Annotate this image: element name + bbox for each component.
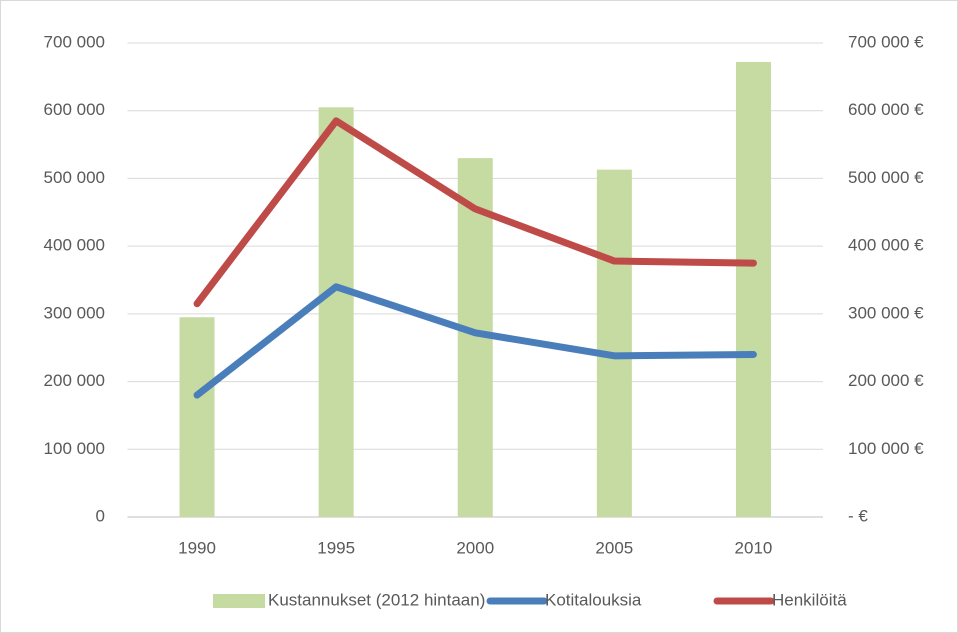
y-tick-label: 400 000: [44, 236, 105, 255]
y2-tick-label: 700 000 €: [848, 32, 924, 51]
y-tick-label: 300 000: [44, 303, 105, 322]
y-tick-label: 600 000: [44, 100, 105, 119]
legend-label: Kustannukset (2012 hintaan): [268, 590, 485, 609]
legend-label: Henkilöitä: [772, 590, 847, 609]
x-tick-label: 1995: [317, 538, 355, 557]
legend-swatch: [213, 594, 265, 608]
bar: [318, 107, 354, 517]
y-tick-label: 500 000: [44, 168, 105, 187]
x-tick-label: 2000: [456, 538, 494, 557]
line: [193, 117, 757, 308]
x-tick-label: 2010: [735, 538, 773, 557]
x-tick-label: 1990: [178, 538, 216, 557]
x-tick-label: 2005: [595, 538, 633, 557]
y2-tick-label: - €: [848, 506, 868, 525]
y-tick-label: 700 000: [44, 32, 105, 51]
y-tick-label: 0: [96, 506, 105, 525]
legend-label: Kotitalouksia: [545, 590, 642, 609]
y2-tick-label: 200 000 €: [848, 371, 924, 390]
y2-tick-label: 400 000 €: [848, 236, 924, 255]
y2-tick-label: 600 000 €: [848, 100, 924, 119]
bar: [596, 169, 632, 517]
bar: [179, 317, 215, 517]
line: [193, 283, 757, 399]
y2-tick-label: 300 000 €: [848, 303, 924, 322]
bar: [735, 61, 771, 518]
y2-tick-label: 500 000 €: [848, 168, 924, 187]
y-tick-label: 100 000: [44, 439, 105, 458]
y-tick-label: 200 000: [44, 371, 105, 390]
y2-tick-label: 100 000 €: [848, 439, 924, 458]
